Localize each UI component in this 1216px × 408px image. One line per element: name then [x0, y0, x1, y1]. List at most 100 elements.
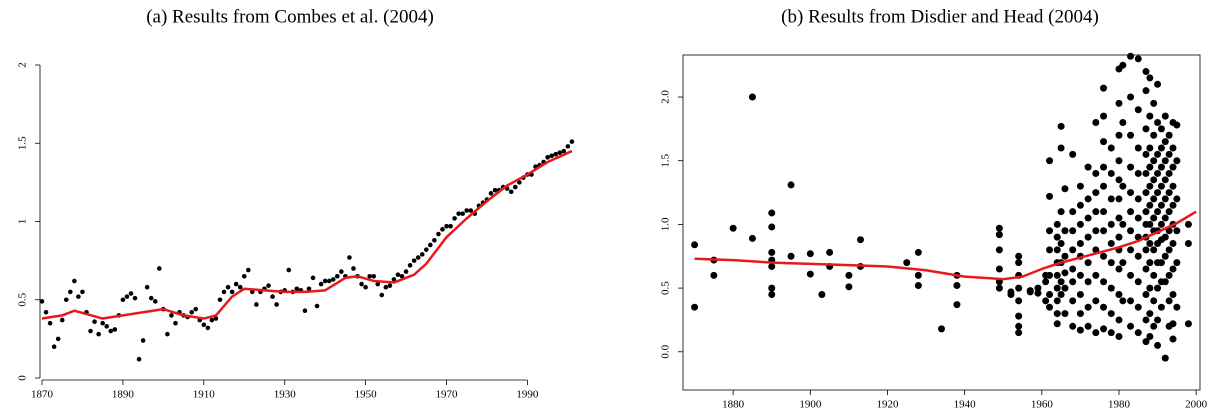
- point: [169, 313, 174, 318]
- point: [1150, 297, 1158, 305]
- point: [1115, 176, 1123, 184]
- point: [1100, 325, 1108, 333]
- point: [1165, 131, 1173, 139]
- point: [1173, 303, 1181, 311]
- point: [748, 234, 756, 242]
- point: [1061, 252, 1069, 260]
- point: [1161, 214, 1169, 222]
- x-tick-label: 1950: [355, 389, 378, 401]
- point: [1107, 144, 1115, 152]
- point: [1146, 333, 1154, 341]
- point: [1061, 310, 1069, 318]
- point: [1053, 320, 1061, 328]
- point: [1115, 233, 1123, 241]
- point: [1127, 208, 1135, 216]
- point: [1069, 208, 1077, 216]
- point: [1134, 169, 1142, 177]
- point: [1115, 214, 1123, 222]
- point: [768, 248, 776, 256]
- point: [1092, 246, 1100, 254]
- point: [1084, 303, 1092, 311]
- point: [1053, 310, 1061, 318]
- point: [1142, 68, 1150, 76]
- point: [1157, 144, 1165, 152]
- y-tick-label: 0.5: [17, 292, 29, 306]
- point: [1084, 259, 1092, 267]
- point: [1119, 259, 1127, 267]
- x-tick-label: 1970: [436, 389, 459, 401]
- point: [217, 297, 223, 303]
- point: [274, 302, 279, 307]
- point: [1115, 316, 1123, 324]
- point: [124, 294, 130, 299]
- x-tick-label: 1870: [31, 389, 54, 401]
- point: [553, 151, 559, 157]
- point: [1142, 265, 1150, 273]
- point: [1154, 119, 1162, 127]
- point: [55, 336, 61, 342]
- point: [1115, 290, 1123, 298]
- point: [1100, 303, 1108, 311]
- point: [549, 153, 554, 159]
- point: [1142, 246, 1150, 254]
- point: [953, 301, 961, 309]
- point: [1157, 303, 1165, 311]
- point: [1161, 157, 1169, 165]
- point: [229, 289, 235, 295]
- point: [330, 277, 336, 282]
- point: [1127, 227, 1135, 235]
- point: [201, 322, 207, 328]
- point: [1084, 214, 1092, 222]
- point: [1150, 157, 1158, 165]
- point: [1057, 278, 1065, 286]
- point: [1150, 176, 1158, 184]
- point: [517, 180, 522, 185]
- point: [1146, 310, 1154, 318]
- point: [1061, 227, 1069, 235]
- point: [1165, 246, 1173, 254]
- point: [1100, 163, 1108, 171]
- point: [492, 187, 498, 193]
- point: [1169, 290, 1177, 298]
- point: [1115, 99, 1123, 107]
- point: [557, 150, 563, 155]
- x-tick-label: 1890: [112, 389, 135, 401]
- point: [403, 269, 409, 274]
- point: [938, 325, 945, 333]
- point: [488, 191, 494, 196]
- point: [128, 291, 134, 296]
- point: [1161, 278, 1169, 286]
- point: [1069, 278, 1077, 286]
- point: [1146, 201, 1154, 209]
- point: [1053, 271, 1061, 279]
- point: [1146, 182, 1154, 190]
- point: [326, 278, 332, 284]
- point: [314, 303, 320, 309]
- point: [1161, 233, 1169, 241]
- point: [1146, 144, 1154, 152]
- point: [1046, 246, 1054, 254]
- point: [1154, 208, 1162, 216]
- point: [1119, 119, 1127, 127]
- point: [1046, 303, 1054, 311]
- point: [1127, 297, 1135, 305]
- point: [452, 216, 457, 221]
- point: [806, 270, 814, 278]
- point: [351, 266, 356, 271]
- point: [1119, 220, 1127, 228]
- point: [710, 271, 718, 279]
- point: [1084, 163, 1092, 171]
- point: [1026, 288, 1034, 296]
- point: [561, 148, 567, 154]
- point: [1100, 138, 1108, 146]
- point: [1161, 176, 1169, 184]
- point: [1127, 246, 1135, 254]
- point: [1142, 150, 1150, 158]
- point: [1134, 278, 1142, 286]
- point: [302, 308, 308, 314]
- point: [294, 286, 300, 292]
- point: [1154, 169, 1162, 177]
- point: [104, 324, 110, 329]
- point: [1157, 182, 1165, 190]
- point: [1115, 265, 1123, 273]
